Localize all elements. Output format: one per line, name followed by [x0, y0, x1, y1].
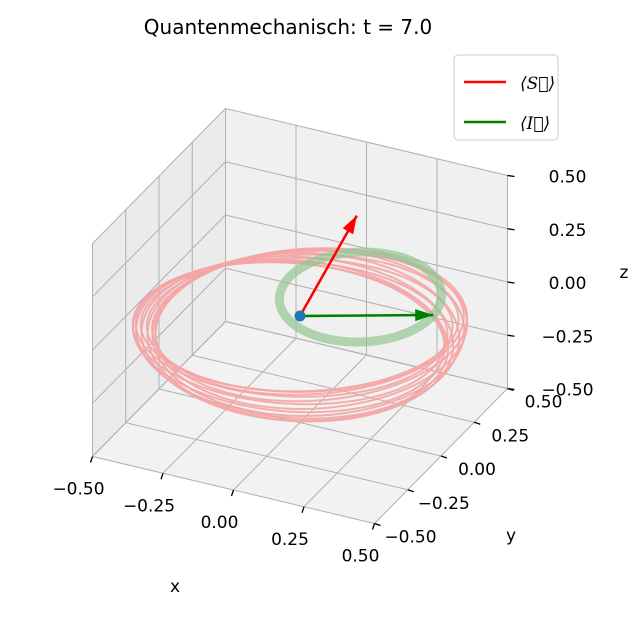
S-trace-loop [135, 258, 449, 420]
I-vector-shaft [299, 313, 434, 318]
grid-back-z [225, 108, 508, 176]
x-tick-label: 0.25 [271, 530, 309, 550]
x-tick-mark [89, 456, 94, 463]
y-tick-label: −0.25 [418, 494, 470, 514]
y-tick-mark [374, 522, 381, 527]
z-axis-label: z [620, 263, 629, 283]
chart-title: Quantenmechanisch: t = 7.0 [144, 15, 432, 39]
y-tick-label: 0.00 [458, 460, 496, 480]
grid-left-z [92, 108, 226, 244]
axis-ticks: −0.50 −0.50 −0.50 −0.25 −0.25 −0.25 0.00 0.00 0.… [52, 168, 593, 567]
x-tick-mark [371, 523, 376, 530]
I-trace-band [274, 247, 447, 347]
z-tick-mark [507, 228, 515, 231]
S-vector-head [342, 215, 357, 235]
I-vector-head [415, 309, 434, 322]
legend-box [453, 54, 559, 141]
axis-labels: x y z [170, 263, 629, 597]
x-tick-label: −0.25 [123, 496, 175, 516]
x-tick-mark [230, 489, 235, 497]
z-tick-label: −0.50 [541, 381, 593, 401]
y-tick-mark [440, 455, 448, 459]
z-tick-label: 0.00 [549, 274, 587, 294]
z-tick-label: 0.25 [549, 221, 587, 241]
y-tick-mark [407, 489, 414, 493]
x-tick-mark [301, 506, 305, 513]
grid-left-z [92, 161, 226, 298]
grid-back-z [225, 161, 508, 230]
z-tick-label: −0.25 [541, 327, 593, 347]
origin-point [294, 310, 306, 322]
legend: ⟨S⃗⟩ ⟨I⃗⟩ [453, 54, 559, 141]
x-tick-mark [160, 473, 164, 480]
x-tick-label: 0.00 [201, 513, 239, 533]
S-trace-loop [139, 257, 454, 394]
legend-label-S: ⟨S⃗⟩ [520, 74, 555, 94]
y-tick-label: −0.50 [384, 528, 436, 548]
y-tick-label: 0.50 [525, 393, 563, 413]
z-tick-mark [507, 281, 515, 284]
grid-left-z [92, 214, 226, 351]
S-vector-shaft [298, 215, 358, 317]
S-trace-loop [131, 260, 446, 414]
x-tick-label: −0.50 [52, 480, 104, 500]
y-tick-mark [507, 387, 514, 392]
traces [131, 247, 469, 423]
z-tick-label: 0.50 [549, 168, 587, 188]
y-tick-label: 0.25 [491, 426, 529, 446]
z-tick-mark [507, 334, 515, 337]
S-trace-loop [134, 260, 449, 398]
S-trace-loop [146, 251, 461, 422]
y-axis-label: y [506, 526, 516, 546]
x-axis-label: x [170, 577, 180, 597]
vectors [294, 215, 434, 322]
grid-floor-y [225, 321, 508, 389]
legend-label-I: ⟨I⃗⟩ [520, 114, 550, 134]
y-tick-mark [474, 421, 481, 425]
z-tick-mark [507, 174, 515, 178]
x-tick-label: 0.50 [342, 547, 380, 567]
